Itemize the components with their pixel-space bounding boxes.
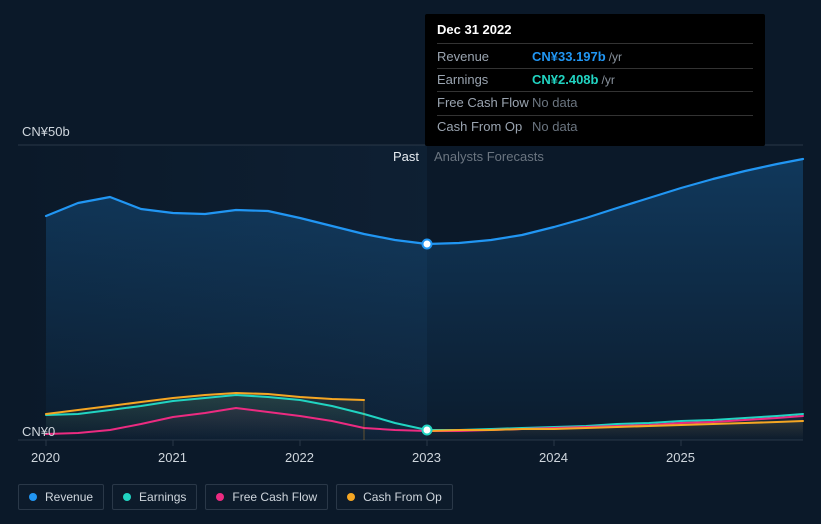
- y-axis-label-top: CN¥50b: [22, 124, 70, 139]
- chart-tooltip: Dec 31 2022 Revenue CN¥33.197b/yr Earnin…: [425, 14, 765, 146]
- legend-dot-icon: [29, 493, 37, 501]
- earnings-forecast-chart: CN¥50b CN¥0 Past Analysts Forecasts 2020…: [0, 0, 821, 524]
- x-axis-tick-3: 2023: [412, 450, 441, 465]
- tooltip-label: Revenue: [437, 48, 532, 66]
- tooltip-suffix: /yr: [601, 73, 614, 87]
- tooltip-row-earnings: Earnings CN¥2.408b/yr: [437, 69, 753, 92]
- tooltip-value: CN¥2.408b: [532, 72, 598, 87]
- tooltip-value: No data: [532, 94, 578, 112]
- legend-item-revenue[interactable]: Revenue: [18, 484, 104, 510]
- tooltip-row-cfo: Cash From Op No data: [437, 116, 753, 138]
- tooltip-row-revenue: Revenue CN¥33.197b/yr: [437, 46, 753, 69]
- tooltip-label: Free Cash Flow: [437, 94, 532, 112]
- x-axis-tick-5: 2025: [666, 450, 695, 465]
- tooltip-row-fcf: Free Cash Flow No data: [437, 92, 753, 115]
- legend-item-cfo[interactable]: Cash From Op: [336, 484, 453, 510]
- legend-dot-icon: [216, 493, 224, 501]
- legend-item-earnings[interactable]: Earnings: [112, 484, 197, 510]
- past-section-label: Past: [393, 149, 419, 164]
- legend-dot-icon: [347, 493, 355, 501]
- x-axis-tick-0: 2020: [31, 450, 60, 465]
- chart-legend: Revenue Earnings Free Cash Flow Cash Fro…: [18, 484, 453, 510]
- legend-label: Free Cash Flow: [232, 490, 317, 504]
- tooltip-label: Earnings: [437, 71, 532, 89]
- legend-label: Cash From Op: [363, 490, 442, 504]
- tooltip-value: CN¥33.197b: [532, 49, 606, 64]
- tooltip-date: Dec 31 2022: [437, 22, 753, 44]
- forecast-section-label: Analysts Forecasts: [434, 149, 544, 164]
- legend-dot-icon: [123, 493, 131, 501]
- x-axis-tick-4: 2024: [539, 450, 568, 465]
- y-axis-label-bottom: CN¥0: [22, 424, 55, 439]
- tooltip-suffix: /yr: [609, 50, 622, 64]
- tooltip-label: Cash From Op: [437, 118, 532, 136]
- legend-item-fcf[interactable]: Free Cash Flow: [205, 484, 328, 510]
- legend-label: Revenue: [45, 490, 93, 504]
- legend-label: Earnings: [139, 490, 186, 504]
- x-axis-tick-1: 2021: [158, 450, 187, 465]
- tooltip-value: No data: [532, 118, 578, 136]
- x-axis-tick-2: 2022: [285, 450, 314, 465]
